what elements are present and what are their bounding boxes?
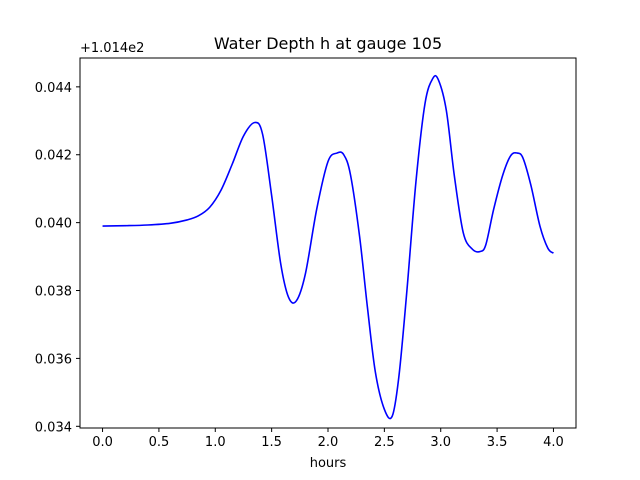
- y-tick-label: 0.034: [35, 420, 72, 435]
- plot-area: [102, 74, 554, 420]
- x-tick-label: 1.0: [205, 435, 226, 450]
- x-tick-label: 0.5: [149, 435, 170, 450]
- series-line: [102, 74, 554, 420]
- x-tick-label: 2.0: [318, 435, 339, 450]
- x-tick-label: 1.5: [261, 435, 282, 450]
- y-tick-label: 0.042: [35, 149, 72, 164]
- x-tick-label: 2.5: [374, 435, 395, 450]
- chart-title: Water Depth h at gauge 105: [214, 34, 442, 53]
- y-tick-label: 0.036: [35, 352, 72, 367]
- y-tick-label: 0.040: [35, 217, 72, 232]
- y-tick-label: 0.038: [35, 285, 72, 300]
- x-axis-label: hours: [310, 456, 347, 471]
- x-axis: 0.0 0.5 1.0 1.5 2.0 2.5 3.0 3.5 4.0: [92, 428, 564, 450]
- plot-frame: [79, 57, 577, 429]
- y-offset-label: +1.014e2: [80, 41, 144, 56]
- x-tick-label: 3.0: [430, 435, 451, 450]
- x-tick-label: 0.0: [92, 435, 113, 450]
- x-tick-label: 3.5: [487, 435, 508, 450]
- y-axis: 0.034 0.036 0.038 0.040 0.042 0.044: [35, 81, 80, 435]
- x-tick-label: 4.0: [543, 435, 564, 450]
- y-tick-label: 0.044: [35, 81, 72, 96]
